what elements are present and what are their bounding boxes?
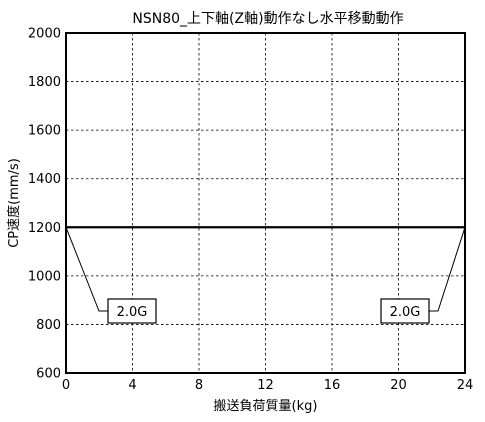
annotation-label: 2.0G <box>390 305 421 320</box>
x-tick-label: 8 <box>195 378 203 393</box>
x-axis-label: 搬送負荷質量(kg) <box>214 399 318 414</box>
x-tick-label: 4 <box>128 378 136 393</box>
annotation-leader <box>65 227 108 312</box>
annotation-box <box>107 298 157 324</box>
x-tick-label: 12 <box>257 378 274 393</box>
annotation-leader <box>429 227 466 312</box>
annotation-label: 2.0G <box>117 305 148 320</box>
y-tick-label: 2000 <box>28 27 61 42</box>
y-tick-label: 1200 <box>28 221 61 236</box>
y-tick-label: 1600 <box>28 124 61 139</box>
y-tick-label: 1000 <box>28 269 61 284</box>
annotation-box <box>380 298 430 324</box>
x-tick-label: 24 <box>457 378 474 393</box>
x-tick-label: 16 <box>324 378 341 393</box>
plot-frame <box>65 32 466 374</box>
tick-layer: 0 4 8 12 16 20 24 600 800 1000 1200 1400 1600 1800 200… <box>28 27 473 394</box>
y-tick-label: 1800 <box>28 75 61 90</box>
x-tick-label: 0 <box>62 378 70 393</box>
y-axis-label: CP速度(mm/s) <box>6 158 22 248</box>
x-tick-label: 20 <box>390 378 407 393</box>
annotation-layer: 2.0G 2.0G <box>65 227 466 324</box>
y-tick-label: 1400 <box>28 172 61 187</box>
y-tick-label: 800 <box>36 318 61 333</box>
y-tick-label: 600 <box>36 367 61 382</box>
chart-title: NSN80_上下軸(Z軸)動作なし水平移動動作 <box>132 11 403 27</box>
